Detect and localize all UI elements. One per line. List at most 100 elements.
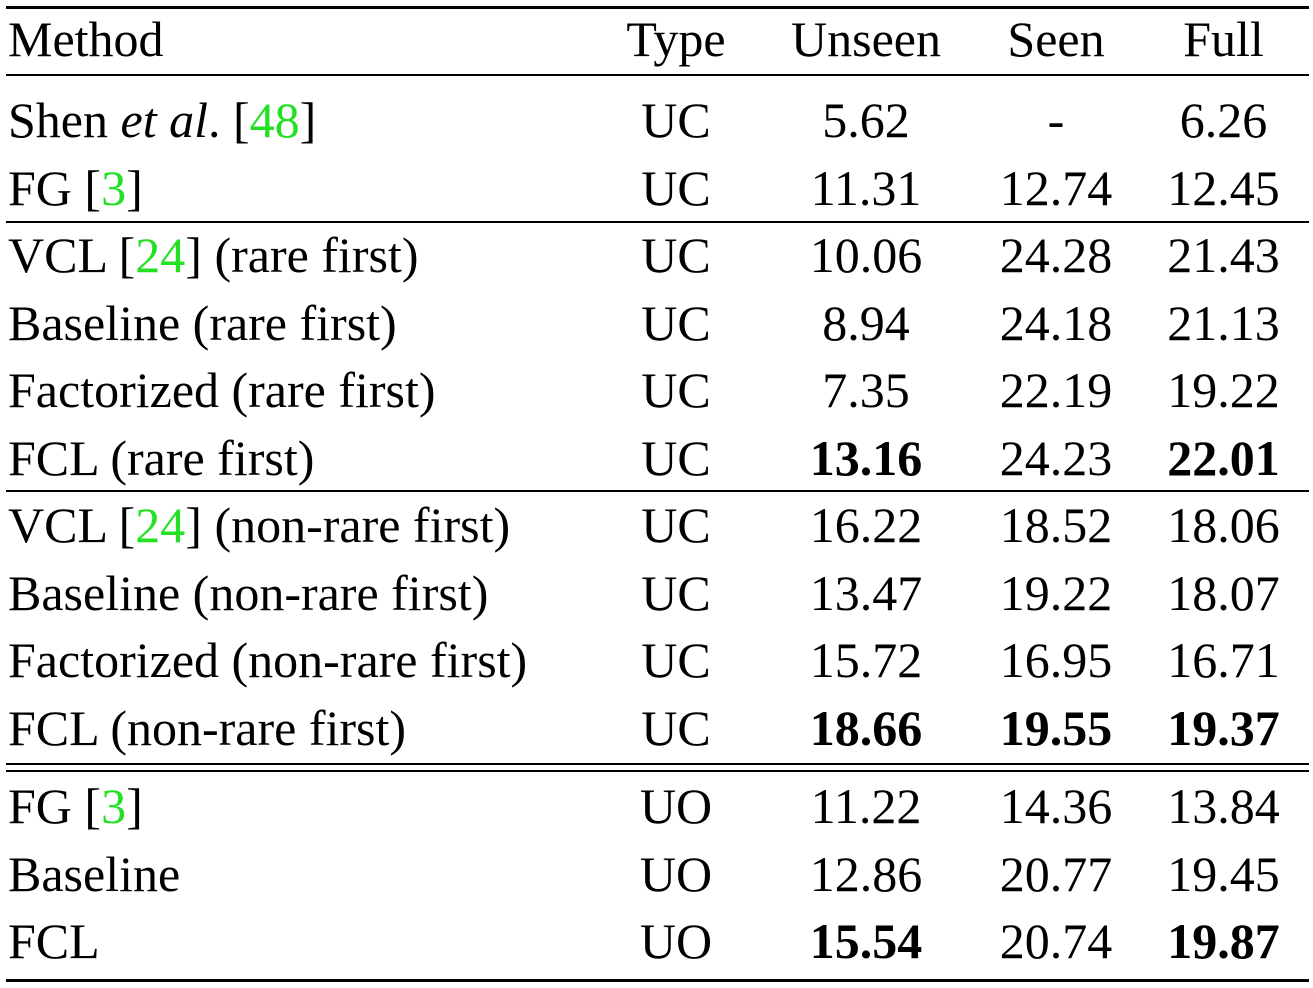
cell-method: Shen et al. [48] [8,87,316,153]
cell-full: 19.87 [1167,913,1280,969]
header-full: Full [1183,11,1264,67]
table-row: FCL (rare first) UC 13.16 24.23 22.01 [6,425,1309,491]
cell-type: UC [641,699,711,756]
cell-method: Factorized (non-rare first) [8,627,527,693]
cell-full: 12.45 [1167,159,1280,216]
cell-seen: 24.18 [999,294,1113,351]
cell-seen: 24.23 [999,429,1113,486]
table-row: Factorized (non-rare first) UC 15.72 16.95 1… [6,627,1309,693]
cell-seen: 12.74 [999,159,1113,216]
citation-link[interactable]: 3 [101,778,127,834]
cell-type: UC [641,92,711,148]
cell-unseen: 12.86 [809,845,923,902]
citation-link[interactable]: 24 [135,497,186,553]
cell-type: UC [641,227,711,283]
header-unseen: Unseen [791,11,941,67]
cell-unseen: 8.94 [822,294,910,351]
cell-full: 6.26 [1179,92,1268,148]
cell-full: 19.22 [1167,362,1280,418]
cell-full: 16.71 [1167,632,1280,688]
cell-type: UC [641,564,711,621]
method-text: FCL [8,913,100,969]
cell-full: 21.13 [1167,294,1280,351]
method-text: FCL (non-rare first) [8,699,407,756]
cell-seen: 24.28 [999,227,1113,283]
cell-method: Factorized (rare first) [8,357,436,423]
bottom-rule [6,979,1309,982]
cell-type: UO [639,778,713,834]
cell-method: Baseline [8,841,180,907]
cell-unseen: 5.62 [822,92,910,148]
cell-full: 22.01 [1167,429,1280,486]
method-text: VCL [ [8,227,136,283]
cell-seen: 22.19 [999,362,1113,418]
table-row: VCL [24] (rare first) UC 10.06 24.28 21.43 [6,222,1309,288]
cell-seen: 19.55 [999,699,1113,756]
cell-type: UO [639,913,713,969]
cell-unseen: 15.72 [809,632,923,688]
cell-full: 21.43 [1167,227,1280,283]
table-row: Factorized (rare first) UC 7.35 22.19 19.22 [6,357,1309,423]
header-type: Type [626,11,726,67]
method-text: ] (rare first) [185,227,419,283]
cell-unseen: 11.22 [810,778,922,834]
cell-method: Baseline (non-rare first) [8,560,488,626]
cell-type: UC [641,632,711,688]
top-rule [6,6,1309,9]
method-italic-text: et al [120,92,208,148]
cell-unseen: 11.31 [810,159,922,216]
method-text: ] [126,159,143,216]
group-separator-rule [6,770,1309,772]
cell-full: 18.07 [1167,564,1280,621]
group-separator-rule [6,763,1309,765]
cell-full: 13.84 [1167,778,1280,834]
cell-method: VCL [24] (rare first) [8,222,418,288]
cell-type: UC [641,294,711,351]
table-row: FG [3] UC 11.31 12.74 12.45 [6,155,1309,221]
citation-link[interactable]: 48 [249,92,300,148]
cell-seen: 18.52 [999,497,1113,553]
cell-type: UC [641,497,711,553]
header-method: Method [8,11,164,67]
cell-method: VCL [24] (non-rare first) [8,492,510,558]
method-text: Baseline [8,845,181,902]
cell-method: Baseline (rare first) [8,290,397,356]
method-text: Baseline (non-rare first) [8,564,489,621]
cell-method: FCL (non-rare first) [8,695,406,761]
method-text: Shen [8,92,121,148]
cell-seen: 14.36 [999,778,1113,834]
cell-unseen: 13.47 [809,564,923,621]
method-text: Factorized (rare first) [8,362,436,418]
table-row: Baseline (rare first) UC 8.94 24.18 21.13 [6,290,1309,356]
cell-unseen: 10.06 [809,227,923,283]
table-row: Baseline (non-rare first) UC 13.47 19.22 18.… [6,560,1309,626]
method-text: FG [ [8,159,102,216]
cell-seen: 16.95 [999,632,1113,688]
method-text: FG [ [8,778,102,834]
cell-full: 19.45 [1167,845,1280,902]
method-text: Factorized (non-rare first) [8,632,528,688]
method-text: ] [126,778,143,834]
header-row: Method Type Unseen Seen Full [6,6,1309,72]
cell-method: FG [3] [8,773,143,839]
method-text: Baseline (rare first) [8,294,397,351]
cell-seen: 20.77 [999,845,1113,902]
table-row: Shen et al. [48] UC 5.62 - 6.26 [6,87,1309,153]
table-row: FCL (non-rare first) UC 18.66 19.55 19.37 [6,695,1309,761]
method-text: VCL [ [8,497,136,553]
table-row: FG [3] UO 11.22 14.36 13.84 [6,773,1309,839]
cell-method: FCL [8,908,100,974]
cell-full: 18.06 [1167,497,1280,553]
cell-seen: - [1047,92,1065,148]
table-row: VCL [24] (non-rare first) UC 16.22 18.52 18.… [6,492,1309,558]
citation-link[interactable]: 3 [101,159,127,216]
method-text: FCL (rare first) [8,429,315,486]
method-text: ] (non-rare first) [185,497,511,553]
group-separator-rule [6,490,1309,492]
cell-type: UC [641,362,711,418]
cell-seen: 19.22 [999,564,1113,621]
method-text: ] [299,92,317,148]
citation-link[interactable]: 24 [135,227,186,283]
cell-type: UC [641,429,711,486]
group-separator-rule [6,221,1309,223]
